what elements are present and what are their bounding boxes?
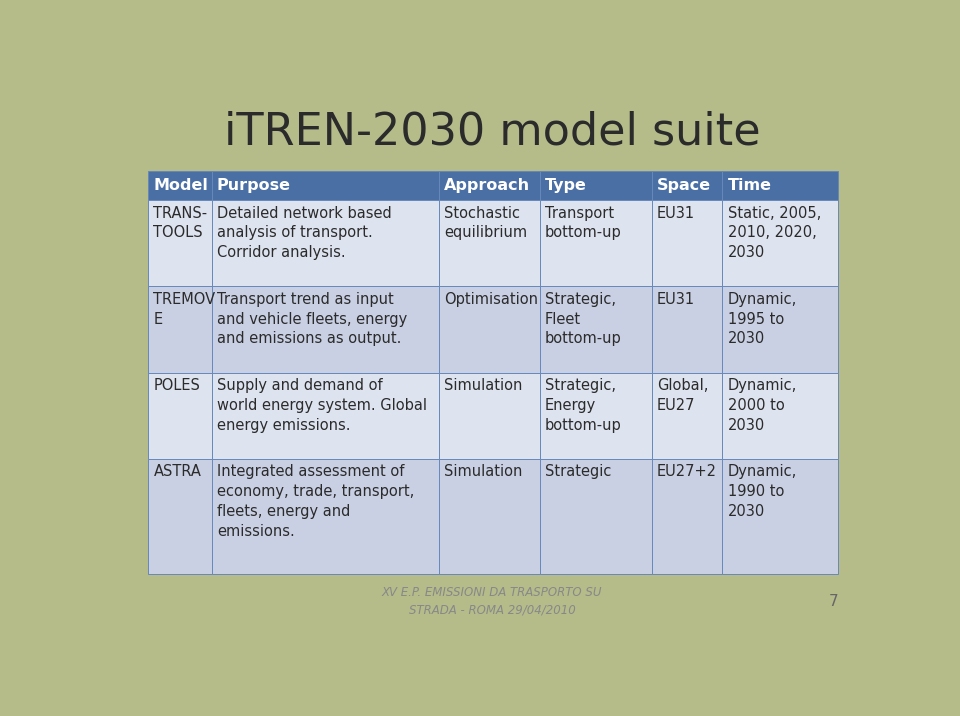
- Bar: [211, 286, 439, 372]
- Bar: [148, 171, 211, 200]
- Bar: [540, 372, 652, 459]
- Text: EU31: EU31: [657, 205, 695, 221]
- Bar: [439, 286, 540, 372]
- Text: Strategic,
Energy
bottom-up: Strategic, Energy bottom-up: [545, 378, 622, 432]
- Text: Dynamic,
2000 to
2030: Dynamic, 2000 to 2030: [728, 378, 797, 432]
- Text: Model: Model: [154, 178, 208, 193]
- Text: Simulation: Simulation: [444, 465, 522, 479]
- Bar: [211, 459, 439, 574]
- Text: TREMOV
E: TREMOV E: [154, 292, 216, 326]
- Bar: [148, 286, 211, 372]
- Bar: [722, 171, 838, 200]
- Text: Optimisation: Optimisation: [444, 292, 539, 307]
- Bar: [652, 200, 722, 286]
- Text: Purpose: Purpose: [217, 178, 291, 193]
- Text: TRANS-
TOOLS: TRANS- TOOLS: [154, 205, 207, 241]
- Text: Transport trend as input
and vehicle fleets, energy
and emissions as output.: Transport trend as input and vehicle fle…: [217, 292, 407, 347]
- Text: Space: Space: [657, 178, 711, 193]
- Text: XV E.P. EMISSIONI DA TRASPORTO SU
STRADA - ROMA 29/04/2010: XV E.P. EMISSIONI DA TRASPORTO SU STRADA…: [382, 586, 602, 617]
- Bar: [540, 171, 652, 200]
- Bar: [148, 459, 211, 574]
- Bar: [652, 372, 722, 459]
- Bar: [722, 372, 838, 459]
- Text: Strategic,
Fleet
bottom-up: Strategic, Fleet bottom-up: [545, 292, 622, 347]
- Text: Static, 2005,
2010, 2020,
2030: Static, 2005, 2010, 2020, 2030: [728, 205, 821, 260]
- Bar: [652, 459, 722, 574]
- Bar: [148, 372, 211, 459]
- Text: Approach: Approach: [444, 178, 530, 193]
- Bar: [439, 200, 540, 286]
- Text: Dynamic,
1995 to
2030: Dynamic, 1995 to 2030: [728, 292, 797, 347]
- Text: iTREN-2030 model suite: iTREN-2030 model suite: [224, 111, 760, 154]
- Text: Transport
bottom-up: Transport bottom-up: [545, 205, 622, 241]
- Bar: [540, 200, 652, 286]
- Bar: [722, 286, 838, 372]
- Text: Type: Type: [545, 178, 587, 193]
- Bar: [652, 286, 722, 372]
- Bar: [540, 286, 652, 372]
- Text: Integrated assessment of
economy, trade, transport,
fleets, energy and
emissions: Integrated assessment of economy, trade,…: [217, 465, 414, 538]
- Bar: [439, 459, 540, 574]
- Text: 7: 7: [828, 594, 838, 609]
- Bar: [148, 200, 211, 286]
- Bar: [439, 372, 540, 459]
- Bar: [211, 200, 439, 286]
- Text: Time: Time: [728, 178, 772, 193]
- Text: Detailed network based
analysis of transport.
Corridor analysis.: Detailed network based analysis of trans…: [217, 205, 392, 260]
- Bar: [211, 171, 439, 200]
- Bar: [211, 372, 439, 459]
- Text: POLES: POLES: [154, 378, 201, 393]
- Text: EU31: EU31: [657, 292, 695, 307]
- Text: Supply and demand of
world energy system. Global
energy emissions.: Supply and demand of world energy system…: [217, 378, 427, 432]
- Text: Stochastic
equilibrium: Stochastic equilibrium: [444, 205, 527, 241]
- Bar: [439, 171, 540, 200]
- Text: Strategic: Strategic: [545, 465, 612, 479]
- Text: Global,
EU27: Global, EU27: [657, 378, 708, 413]
- Bar: [722, 459, 838, 574]
- Text: EU27+2: EU27+2: [657, 465, 717, 479]
- Text: ASTRA: ASTRA: [154, 465, 202, 479]
- Text: Dynamic,
1990 to
2030: Dynamic, 1990 to 2030: [728, 465, 797, 519]
- Bar: [540, 459, 652, 574]
- Bar: [652, 171, 722, 200]
- Text: Simulation: Simulation: [444, 378, 522, 393]
- Bar: [722, 200, 838, 286]
